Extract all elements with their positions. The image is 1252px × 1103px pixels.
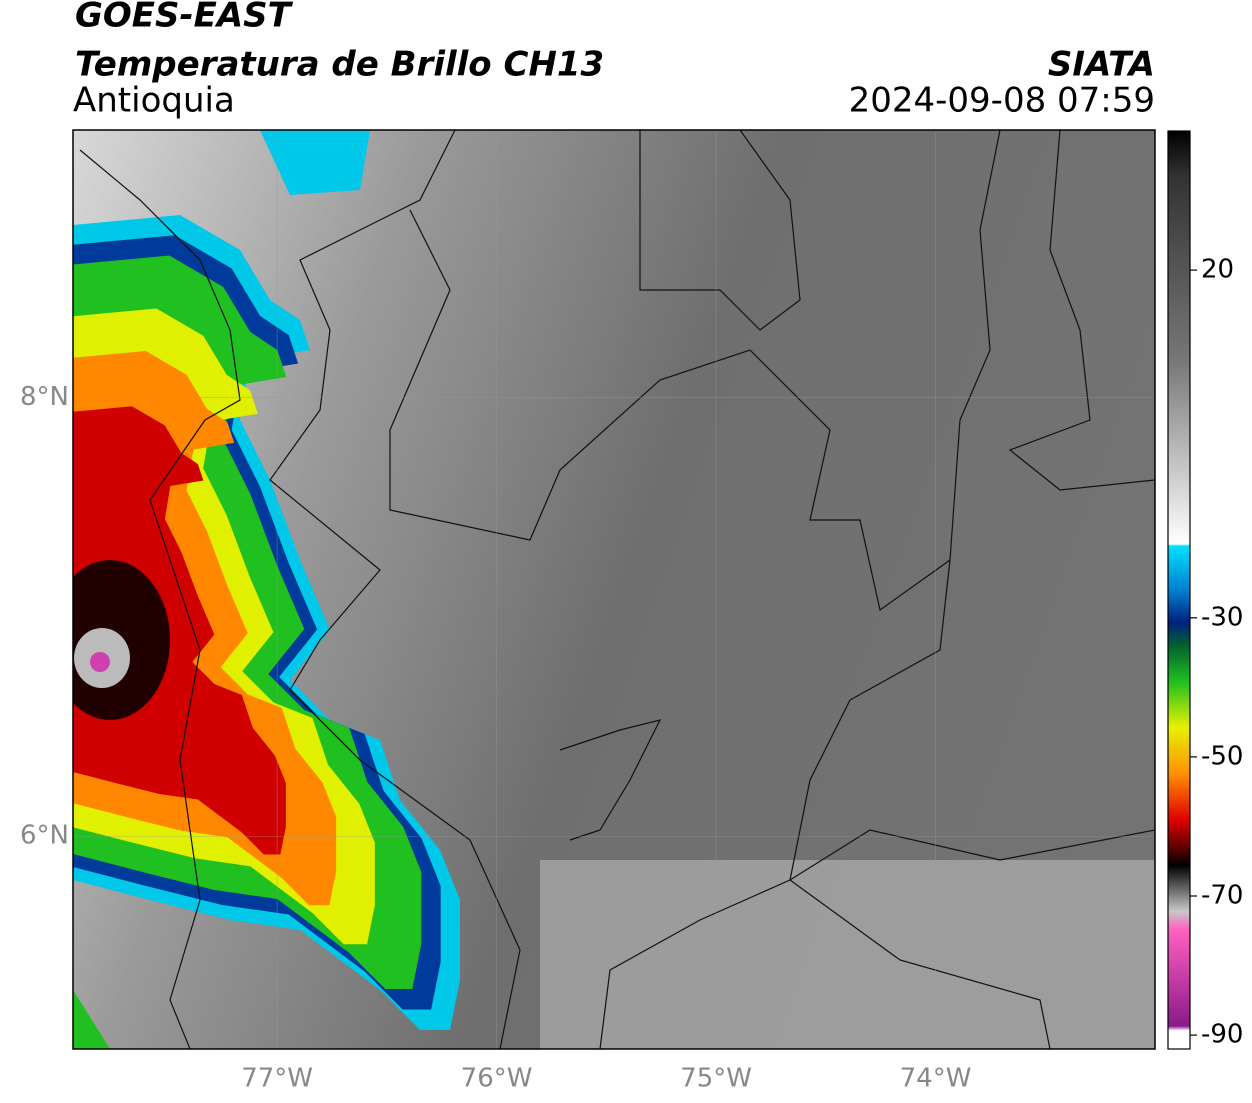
lon-tick-label: 76°W [461, 1064, 533, 1094]
lon-tick-label: 74°W [900, 1064, 972, 1094]
colorbar [1167, 130, 1191, 1050]
agency: SIATA [1048, 45, 1155, 85]
lat-tick-label: 6°N [20, 821, 69, 851]
lon-tick-label: 75°W [680, 1064, 752, 1094]
lat-tick-label: 8°N [20, 382, 69, 412]
colorbar-tick-label: 20 [1201, 255, 1234, 285]
graticule [73, 130, 1155, 1049]
colorbar-tick-label: -70 [1201, 881, 1243, 911]
region: Antioquia [73, 81, 235, 121]
header: GOES-EAST Temperatura de Brillo CH13 Ant… [73, 0, 1155, 121]
subtitle: Temperatura de Brillo CH13 [75, 45, 604, 85]
map-frame [72, 129, 1156, 1050]
colorbar-tick-label: -90 [1201, 1020, 1243, 1050]
timestamp: 2024-09-08 07:59 [849, 81, 1155, 121]
lon-tick-label: 77°W [241, 1064, 313, 1094]
colorbar-tick-label: -50 [1201, 741, 1243, 771]
satellite-image [73, 130, 1155, 1049]
colorbar-tick-label: -30 [1201, 602, 1243, 632]
title: GOES-EAST [75, 0, 294, 36]
